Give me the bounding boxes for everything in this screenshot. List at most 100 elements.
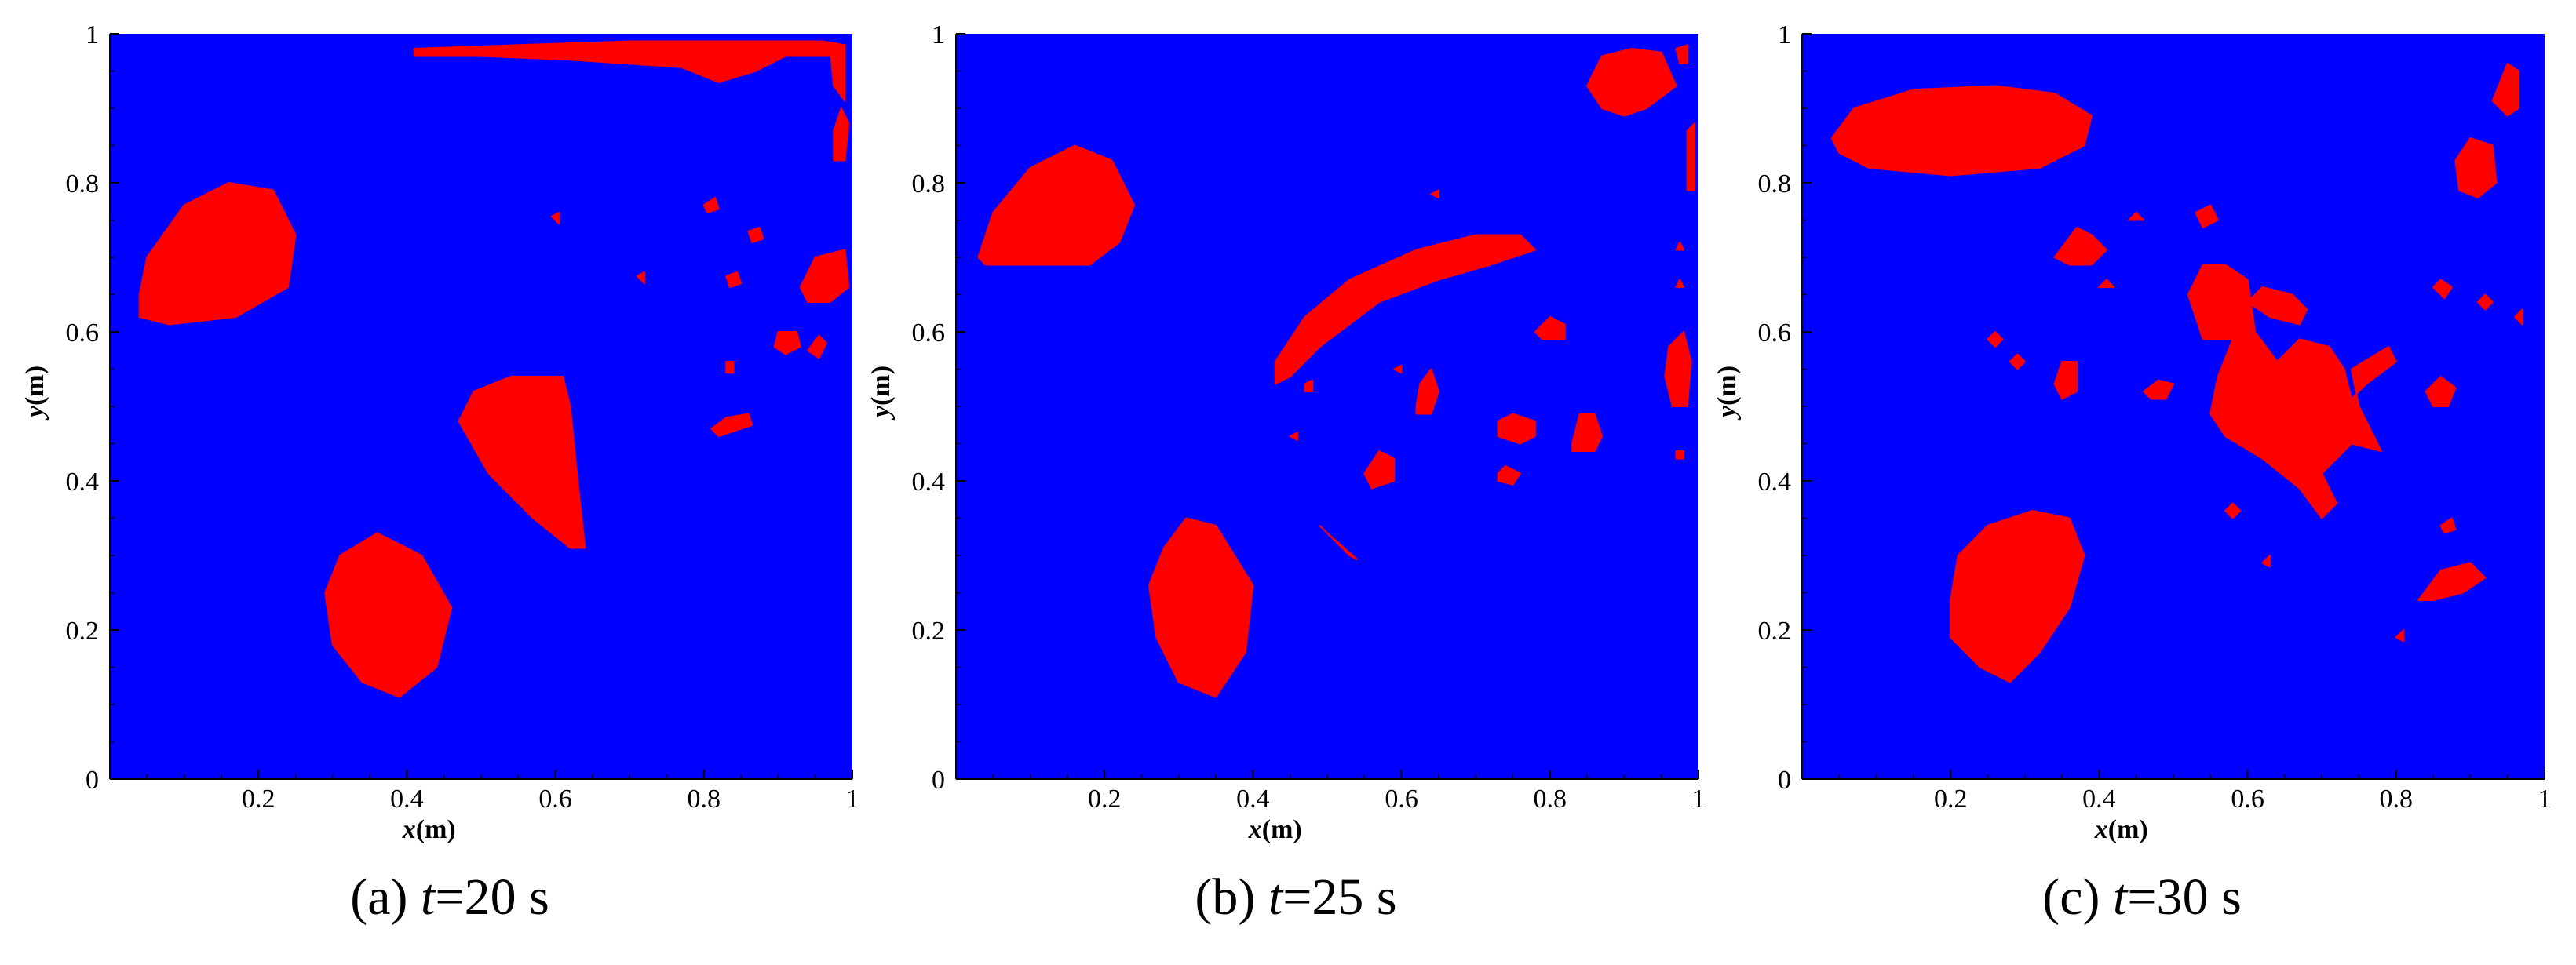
drop-region <box>138 182 297 326</box>
x-tick-label: 1 <box>846 785 859 814</box>
y-tick-label: 0.4 <box>912 468 946 497</box>
drop-region <box>747 227 764 243</box>
drop-region <box>458 376 586 549</box>
panel-b: 0.2 0.4 0.6 0.8 100.20.40.60.81x(m)y(m)(b) t… <box>867 20 1706 926</box>
y-axis-var: y <box>1713 405 1742 421</box>
drop-region <box>1987 331 2004 348</box>
y-axis-unit: (m) <box>20 366 49 406</box>
x-axis-unit: (m) <box>2108 815 2148 844</box>
x-tick-label: 0.6 <box>1385 785 1418 814</box>
plot-background-b <box>956 34 1698 779</box>
drop-region <box>807 334 827 359</box>
drop-region <box>2432 279 2453 300</box>
drop-region <box>799 249 850 303</box>
x-tick-label: 1 <box>1692 785 1706 814</box>
drop-region <box>1675 242 1685 251</box>
y-tick-label: 0.6 <box>66 319 100 348</box>
drop-region <box>2439 517 2457 534</box>
drop-region <box>1675 44 1688 64</box>
drop-region <box>2009 353 2026 370</box>
y-tick-label: 0 <box>86 766 99 795</box>
drop-region <box>1497 465 1521 486</box>
x-tick-label: 0.6 <box>538 785 572 814</box>
drop-region <box>2195 204 2219 228</box>
y-tick-label: 0.8 <box>1758 169 1792 198</box>
y-tick-label: 1 <box>86 20 99 49</box>
drop-region <box>550 212 560 225</box>
y-tick-label: 0.8 <box>66 169 100 198</box>
drop-region <box>1274 234 1536 385</box>
drop-region <box>413 40 846 83</box>
caption-value: =30 s <box>2127 868 2241 926</box>
drop-region <box>1393 364 1403 374</box>
caption-variable: t <box>421 868 436 926</box>
caption-prefix: (c) <box>2042 868 2113 926</box>
x-tick-label: 1 <box>2538 785 2552 814</box>
x-tick-label: 0.4 <box>390 785 424 814</box>
drop-region <box>1430 189 1439 198</box>
drop-region <box>702 197 720 213</box>
x-axis-var: x <box>1248 815 1262 844</box>
caption-prefix: (a) <box>350 868 421 926</box>
drop-region <box>2143 379 2174 400</box>
drop-region <box>2491 63 2519 117</box>
drop-region <box>1830 85 2093 177</box>
drop-region <box>1415 368 1439 415</box>
drop-region <box>1686 122 1696 191</box>
y-tick-label: 0.2 <box>66 617 100 646</box>
drop-region <box>1319 525 1358 560</box>
drop-region <box>1675 450 1685 460</box>
y-tick-label: 0.2 <box>912 617 946 646</box>
x-axis-unit: (m) <box>1262 815 1302 844</box>
y-tick-label: 0.4 <box>1758 468 1792 497</box>
drop-region <box>725 361 735 374</box>
x-axis-title-b: x(m) <box>1248 815 1302 844</box>
drop-region <box>2395 629 2405 643</box>
y-tick-label: 0.8 <box>912 169 946 198</box>
caption-a: (a) t=20 s <box>350 868 549 926</box>
caption-variable: t <box>1268 868 1284 926</box>
caption-b: (b) t=25 s <box>1195 868 1396 926</box>
drop-region <box>636 271 646 285</box>
x-tick-label: 0.2 <box>1934 785 1968 814</box>
y-axis-unit: (m) <box>867 366 896 406</box>
drop-region <box>2224 502 2242 519</box>
drop-region <box>2098 279 2115 288</box>
drop-region <box>1571 413 1603 452</box>
x-axis-title-c: x(m) <box>2094 815 2148 844</box>
caption-prefix: (b) <box>1195 868 1268 926</box>
y-axis-var: y <box>867 405 896 421</box>
drop-region <box>829 48 846 102</box>
y-tick-label: 0.6 <box>912 319 946 348</box>
x-tick-label: 0.8 <box>688 785 721 814</box>
y-axis-title-c: y(m) <box>1713 366 1742 421</box>
drop-region <box>1586 48 1677 117</box>
y-axis-var: y <box>20 405 49 421</box>
x-axis-var: x <box>402 815 416 844</box>
y-tick-label: 1 <box>1778 20 1791 49</box>
drop-region <box>2053 361 2078 400</box>
x-axis-unit: (m) <box>416 815 456 844</box>
drop-region <box>977 144 1135 266</box>
x-tick-label: 0.2 <box>1088 785 1122 814</box>
drop-region <box>1664 331 1692 407</box>
drop-region <box>725 271 743 288</box>
y-axis-title-b: y(m) <box>867 366 896 421</box>
panel-c: 0.2 0.4 0.6 0.8 100.20.40.60.81x(m)y(m)(c) t… <box>1713 20 2552 926</box>
x-axis-title-a: x(m) <box>402 815 456 844</box>
x-axis-var: x <box>2094 815 2108 844</box>
drop-region <box>2261 555 2271 568</box>
x-tick-label: 0.8 <box>2380 785 2414 814</box>
x-tick-label: 0.4 <box>2082 785 2116 814</box>
drop-region <box>1289 432 1299 441</box>
drop-region <box>1534 316 1566 340</box>
drop-region <box>2053 227 2107 266</box>
drop-region <box>1950 510 2085 683</box>
y-axis-title-a: y(m) <box>20 366 49 421</box>
drop-region <box>2514 308 2523 326</box>
caption-c: (c) t=30 s <box>2042 868 2242 926</box>
drop-region <box>1497 413 1536 445</box>
panel-a: 0.2 0.4 0.6 0.8 100.20.40.60.81x(m)y(m)(a) t… <box>20 20 859 926</box>
y-tick-label: 1 <box>932 20 945 49</box>
